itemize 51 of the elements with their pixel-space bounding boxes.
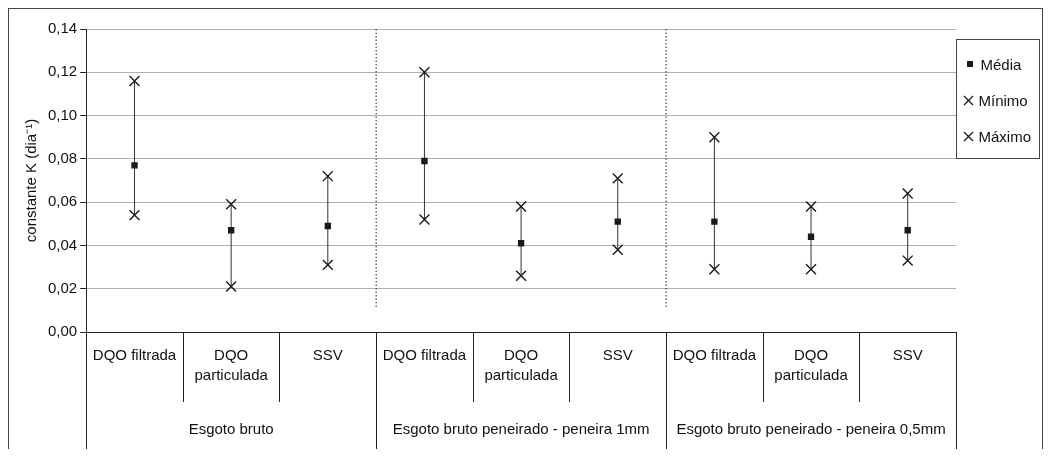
point: [711, 218, 718, 225]
text: Esgoto bruto: [188, 419, 274, 437]
y-tick-label: 0,14: [47, 19, 78, 37]
point: [902, 254, 914, 267]
point: [515, 200, 527, 213]
x-tick-label: DQO particulada: [774, 345, 849, 383]
x-tick-label: SSV: [892, 345, 923, 363]
text: Esgoto bruto peneirado - peneira 0,5mm: [676, 419, 946, 437]
y-axis-title: constante K (dia⁻¹): [22, 118, 40, 243]
point: [418, 66, 431, 78]
point: [324, 222, 331, 230]
legend-label: Máximo: [978, 127, 1031, 145]
point: [421, 157, 428, 165]
x-tick-label: DQO filtrada: [672, 345, 757, 363]
point: [614, 218, 621, 225]
x-tick-label: SSV: [602, 345, 633, 363]
x-tick-label: DQO filtrada: [382, 345, 467, 363]
point: [517, 240, 525, 247]
point: [322, 170, 334, 182]
y-tick-label: 0,04: [47, 235, 78, 253]
point: [225, 198, 237, 210]
point: [612, 172, 624, 184]
point: [904, 227, 911, 234]
y-tick-label: 0,06: [47, 192, 78, 210]
point: [805, 200, 817, 213]
point: [322, 259, 334, 271]
x-tick-label: DQO particulada: [194, 345, 269, 383]
point: [227, 227, 235, 234]
point: [225, 280, 237, 293]
y-tick-label: 0,12: [47, 62, 78, 80]
point: [418, 213, 431, 226]
y-tick-label: 0,10: [47, 105, 78, 123]
point: [902, 187, 914, 200]
point: [708, 131, 721, 143]
point: [708, 263, 721, 275]
text: Esgoto bruto peneirado - peneira 1mm: [392, 419, 650, 437]
x-tick-label: DQO filtrada: [92, 345, 177, 363]
legend-label: Média: [980, 55, 1022, 73]
y-tick-label: 0,08: [47, 149, 78, 166]
y-tick-label: 0,00: [47, 322, 78, 340]
point: [131, 162, 138, 169]
point: [515, 270, 527, 282]
x-tick-label: SSV: [312, 345, 343, 363]
point: [128, 75, 141, 87]
y-tick-label: 0,02: [47, 278, 78, 296]
point: [807, 233, 815, 240]
point: [612, 244, 624, 256]
x-tick-label: DQO particulada: [484, 345, 559, 383]
point: [128, 209, 141, 221]
point: [805, 263, 817, 275]
legend-label: Mínimo: [978, 91, 1028, 109]
